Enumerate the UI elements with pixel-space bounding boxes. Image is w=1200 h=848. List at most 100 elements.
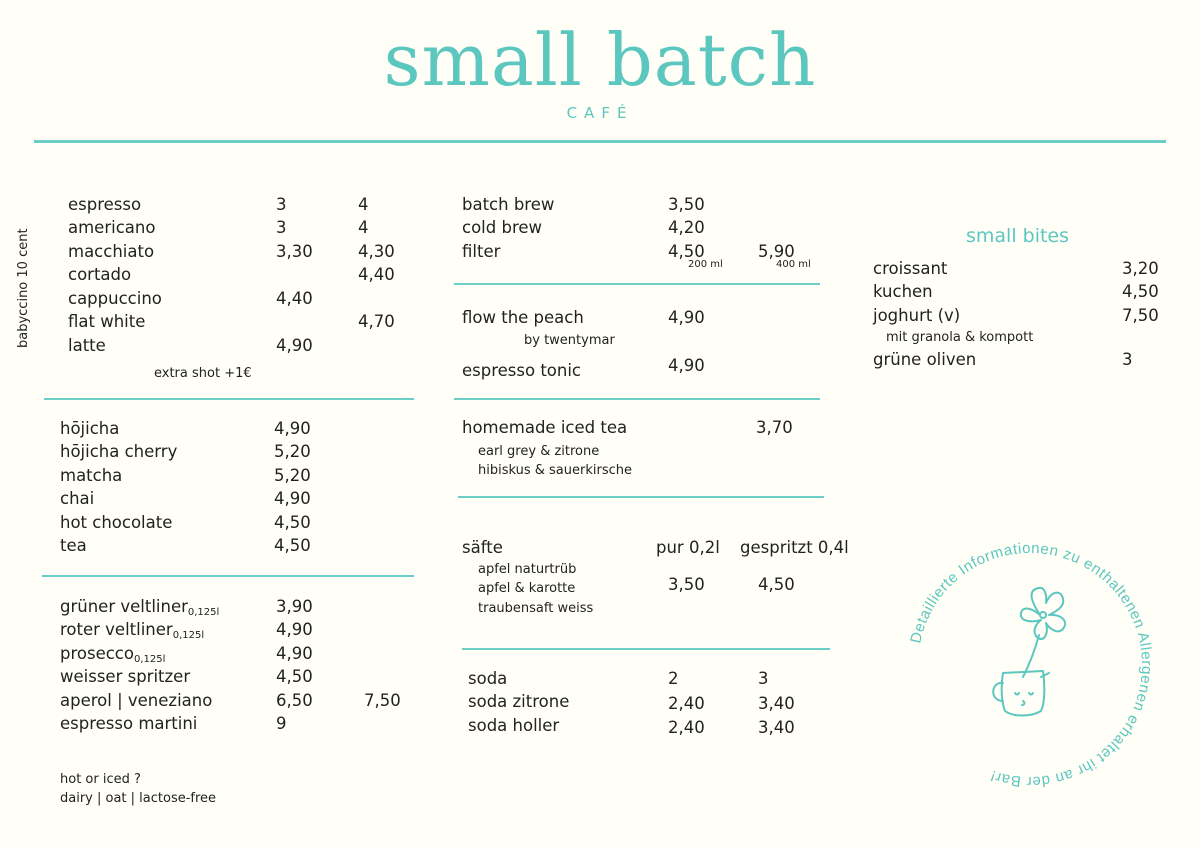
price: 3,40 (758, 694, 795, 713)
joghurt-note: mit granola & kompott (886, 330, 1034, 345)
menu-item: flow the peach (462, 308, 584, 327)
price: 4,20 (668, 218, 705, 237)
cafe-subtitle: CAFÉ (566, 104, 634, 122)
price: 4,90 (276, 620, 313, 639)
menu-item: cold brew (462, 218, 543, 237)
size-label: 400 ml (776, 259, 811, 270)
price: 3,70 (756, 418, 793, 437)
divider (454, 283, 820, 285)
menu-item: croissant (873, 259, 948, 278)
price: 3 (276, 218, 287, 237)
price: 7,50 (364, 691, 401, 710)
flavor-note: earl grey & zitrone (478, 444, 600, 459)
price: 6,50 (276, 691, 313, 710)
price: 3,50 (668, 195, 705, 214)
price: 3,50 (668, 575, 705, 594)
price: 2,40 (668, 694, 705, 713)
price: 3,20 (1122, 259, 1159, 278)
price: 9 (276, 714, 287, 733)
menu-item: espresso tonic (462, 361, 582, 380)
price: 4,50 (276, 667, 313, 686)
menu-item: chai (60, 489, 95, 508)
price: 4,90 (274, 489, 311, 508)
price: 3,30 (276, 242, 313, 261)
menu-item: säfte (462, 538, 503, 557)
divider (44, 398, 414, 400)
price: 4,70 (358, 312, 395, 331)
price: 3 (758, 669, 769, 688)
price: 4,50 (668, 242, 705, 261)
extra-shot-note: extra shot +1€ (154, 366, 252, 381)
options-note: hot or iced ? (60, 772, 141, 787)
price: 7,50 (1122, 306, 1159, 325)
divider (462, 648, 830, 650)
menu-item: soda holler (468, 716, 560, 735)
menu-item: hot chocolate (60, 513, 173, 532)
menu-item: latte (68, 336, 106, 355)
price: 4,90 (668, 308, 705, 327)
menu-item: cortado (68, 265, 132, 284)
price: 4,90 (276, 644, 313, 663)
menu-item: weisser spritzer (60, 667, 191, 686)
divider (458, 496, 824, 498)
menu-item: cappuccino (68, 289, 162, 308)
flavor-note: hibiskus & sauerkirsche (478, 463, 632, 478)
price: 4,90 (276, 336, 313, 355)
price: 3,90 (276, 597, 313, 616)
column-header: gespritzt 0,4l (740, 538, 849, 557)
menu-item: batch brew (462, 195, 555, 214)
price: 2,40 (668, 718, 705, 737)
price: 3,40 (758, 718, 795, 737)
menu-item: grüne oliven (873, 350, 977, 369)
menu-item: tea (60, 536, 87, 555)
price: 4,40 (276, 289, 313, 308)
price: 4 (358, 218, 369, 237)
menu-item: soda (468, 669, 508, 688)
header-divider (34, 140, 1166, 143)
menu-item: americano (68, 218, 156, 237)
price: 5,90 (758, 242, 795, 261)
menu-item: soda zitrone (468, 692, 570, 711)
price: 4,50 (274, 513, 311, 532)
price: 5,20 (274, 442, 311, 461)
price: 3 (276, 195, 287, 214)
price: 5,20 (274, 466, 311, 485)
cafe-logo: small batch (383, 18, 817, 102)
price: 4,40 (358, 265, 395, 284)
menu-item: espresso (68, 195, 142, 214)
menu-item: matcha (60, 466, 123, 485)
menu-item: flat white (68, 312, 146, 331)
menu-item: hōjicha cherry (60, 442, 178, 461)
menu-item: filter (462, 242, 501, 261)
section-title: small bites (966, 225, 1070, 247)
babyccino-note: babyccino 10 cent (16, 228, 31, 348)
menu-item: roter veltliner0,125l (60, 620, 205, 641)
milk-options-note: dairy | oat | lactose-free (60, 791, 217, 806)
menu-item: prosecco0,125l (60, 644, 166, 665)
price: 4,30 (358, 242, 395, 261)
price: 2 (668, 669, 679, 688)
menu-item: kuchen (873, 282, 933, 301)
menu-item: homemade iced tea (462, 418, 628, 437)
price: 4,50 (758, 575, 795, 594)
collab-note: by twentymar (524, 333, 615, 348)
price: 4,90 (668, 356, 705, 375)
price: 4,50 (274, 536, 311, 555)
column-header: pur 0,2l (656, 538, 720, 557)
price: 4 (358, 195, 369, 214)
size-label: 200 ml (688, 259, 723, 270)
divider (454, 398, 820, 400)
price: 4,90 (274, 419, 311, 438)
price: 3 (1122, 350, 1133, 369)
allergen-text: Detaillierte Informationen zu enthaltene… (907, 540, 1155, 790)
flower-jug-icon (992, 586, 1067, 717)
allergen-badge: Detaillierte Informationen zu enthaltene… (907, 540, 1155, 790)
divider (42, 575, 414, 577)
juice-variant: traubensaft weiss (478, 601, 594, 616)
juice-variant: apfel & karotte (478, 581, 576, 596)
menu-item: joghurt (v) (873, 306, 961, 325)
menu-item: hōjicha (60, 419, 120, 438)
juice-variant: apfel naturtrüb (478, 562, 577, 577)
menu-item: grüner veltliner0,125l (60, 597, 220, 618)
menu-item: aperol | veneziano (60, 691, 213, 710)
